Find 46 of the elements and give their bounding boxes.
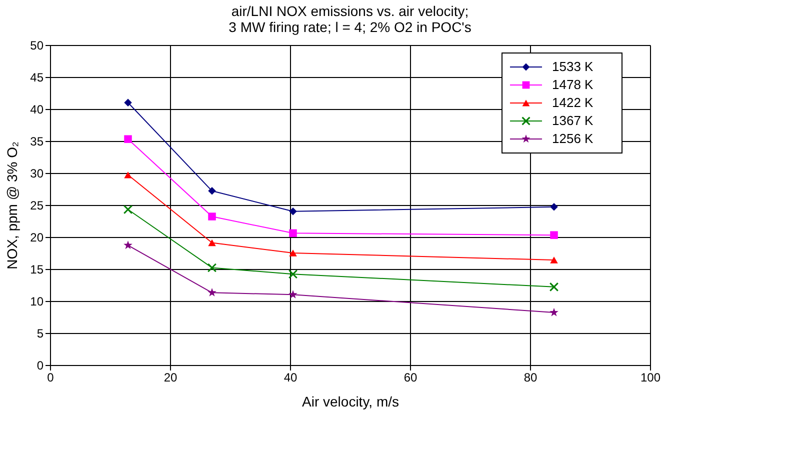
y-tick-label: 40 (30, 102, 44, 116)
x-tick-label: 20 (164, 370, 178, 384)
legend-label: 1533 K (552, 59, 594, 74)
point (208, 187, 216, 195)
legend-label: 1367 K (552, 113, 594, 128)
x-tick-label: 0 (47, 370, 54, 384)
y-axis-title: NOX, ppm @ 3% O₂ (4, 142, 20, 270)
point (550, 308, 558, 316)
point (550, 256, 558, 264)
x-axis-title: Air velocity, m/s (302, 394, 399, 410)
legend-label: 1422 K (552, 95, 594, 110)
point (124, 98, 132, 106)
y-tick-label: 50 (30, 38, 44, 52)
y-tick-label: 35 (30, 134, 44, 148)
text: 3 MW firing rate; l = 4; 2% O2 in POC's (228, 19, 472, 35)
legend-label: 1478 K (552, 77, 594, 92)
text: air/LNI NOX emissions vs. air velocity; (231, 3, 469, 19)
point (288, 269, 298, 279)
point (549, 282, 559, 292)
y-tick-label: 30 (30, 166, 44, 180)
point (123, 204, 133, 214)
point (124, 135, 132, 143)
point (124, 240, 132, 250)
point (208, 239, 216, 246)
x-tick-label: 100 (640, 370, 661, 384)
y-tick-label: 45 (30, 70, 44, 84)
point (289, 208, 297, 216)
point (550, 203, 558, 211)
y-tick-label: 20 (30, 230, 44, 244)
point (289, 250, 297, 256)
y-tick-label: 10 (30, 294, 44, 308)
point (208, 288, 216, 296)
y-tick-label: 15 (30, 262, 44, 276)
point (207, 263, 217, 272)
x-tick-label: 60 (404, 370, 418, 384)
y-tick-label: 5 (36, 326, 44, 340)
legend-label: 1256 K (552, 131, 594, 146)
point (289, 229, 297, 238)
point (550, 231, 558, 239)
y-tick-label: 0 (36, 358, 44, 372)
x-tick-label: 80 (524, 370, 538, 384)
point (288, 290, 298, 298)
point (208, 212, 216, 220)
x-tick-label: 40 (284, 370, 298, 384)
y-tick-label: 25 (30, 198, 44, 212)
point (124, 172, 132, 178)
